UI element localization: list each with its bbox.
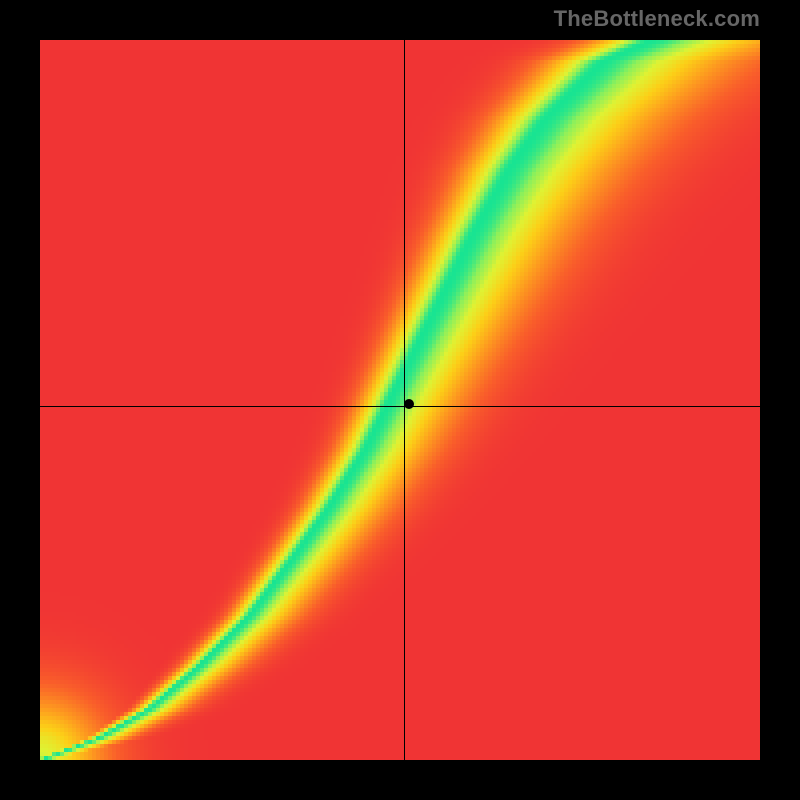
figure-root: TheBottleneck.com <box>0 0 800 800</box>
plot-area <box>40 40 760 760</box>
watermark-text: TheBottleneck.com <box>554 6 760 32</box>
heatmap-canvas <box>40 40 760 760</box>
